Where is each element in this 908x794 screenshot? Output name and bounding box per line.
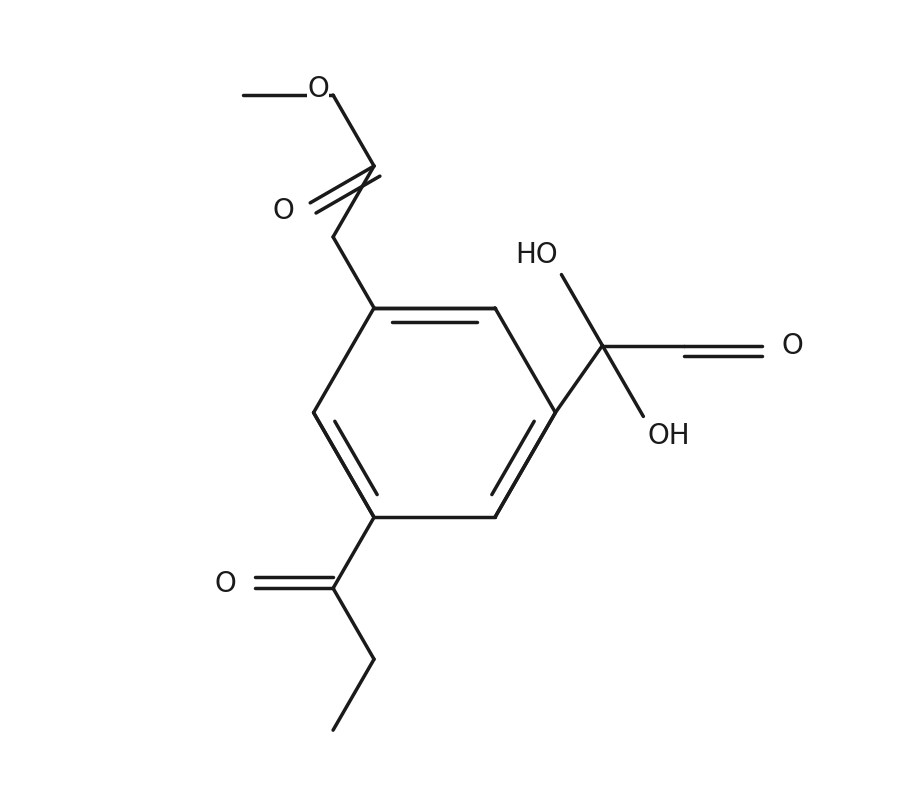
Text: O: O [308, 75, 330, 103]
Text: OH: OH [647, 422, 690, 450]
Text: O: O [214, 570, 236, 599]
Text: O: O [272, 197, 294, 225]
Text: HO: HO [515, 241, 558, 269]
Text: O: O [782, 332, 804, 360]
